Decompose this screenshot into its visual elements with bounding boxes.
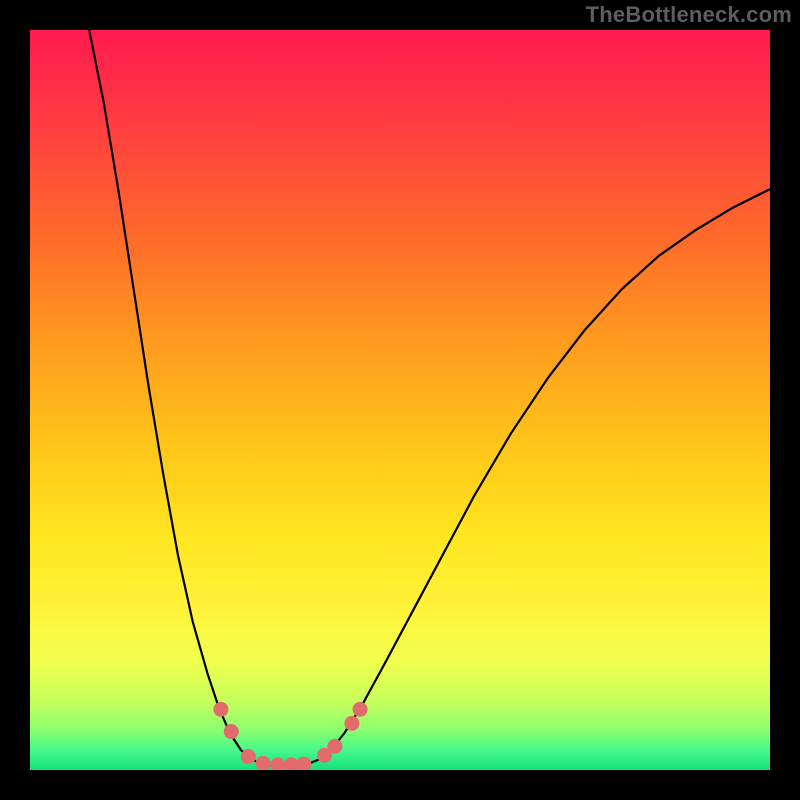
data-marker bbox=[344, 716, 359, 731]
gradient-background bbox=[30, 30, 770, 770]
chart-svg bbox=[30, 30, 770, 770]
data-marker bbox=[224, 724, 239, 739]
data-marker bbox=[213, 702, 228, 717]
data-marker bbox=[353, 702, 368, 717]
plot-area bbox=[30, 30, 770, 770]
data-marker bbox=[327, 739, 342, 754]
watermark-text: TheBottleneck.com bbox=[586, 2, 792, 28]
data-marker bbox=[241, 749, 256, 764]
